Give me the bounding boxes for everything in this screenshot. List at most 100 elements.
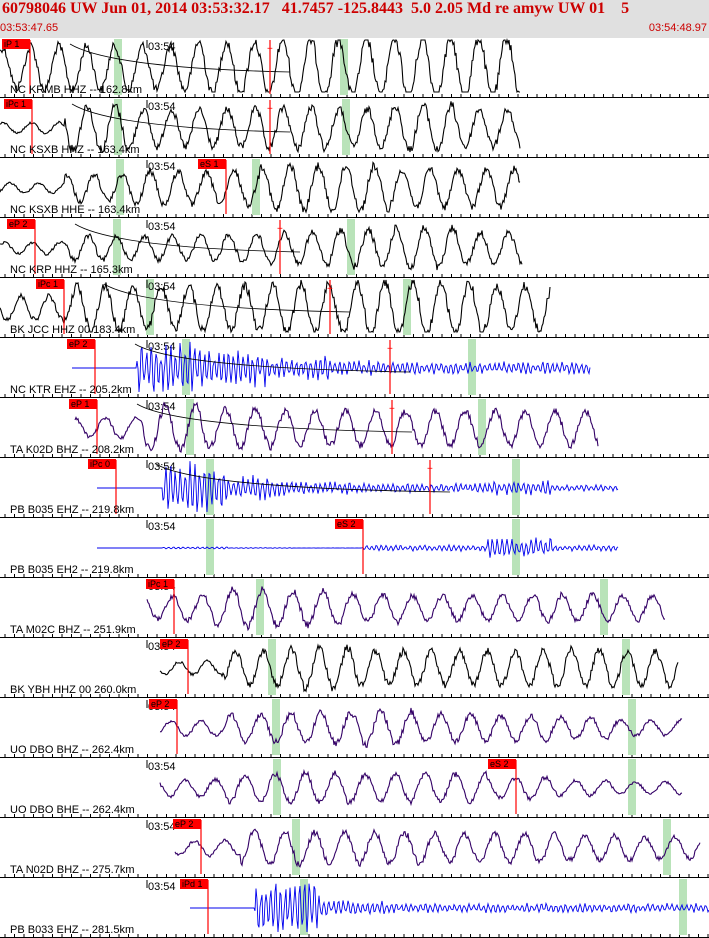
pick-plus-marker: + <box>277 224 283 235</box>
station-label: NC KSXB HHE -- 163.4km <box>10 204 140 216</box>
pick-label: eS 2 <box>490 759 509 769</box>
start-time: 03:53:47.65 <box>0 22 59 34</box>
window-band <box>663 819 671 875</box>
window-band <box>206 459 214 515</box>
station-label: TA M02C BHZ -- 251.9km <box>10 624 136 636</box>
pick-flag <box>160 639 188 649</box>
station-label: NC KRMB HHZ -- 162.8km <box>10 84 142 96</box>
window-band <box>468 339 476 395</box>
pick-plus-marker: + <box>427 464 433 475</box>
fit-curve <box>71 103 291 133</box>
window-band <box>622 639 630 695</box>
window-band <box>347 219 355 275</box>
window-band <box>272 699 280 755</box>
pick-flag <box>67 339 95 349</box>
pick-flag <box>36 279 64 289</box>
window-band <box>512 459 520 515</box>
pick-flag <box>173 819 201 829</box>
station-label: TA K02D BHZ -- 208.2km <box>10 444 134 456</box>
event-title: 60798046 UW Jun 01, 2014 03:53:32.17 41.… <box>2 0 630 17</box>
station-label: NC KTR EHZ -- 205.2km <box>10 384 132 396</box>
waveform <box>74 401 599 453</box>
window-band <box>628 759 636 815</box>
minute-label: 03:54 <box>148 761 176 773</box>
pick-plus-marker: + <box>267 104 273 115</box>
window-band <box>113 219 121 275</box>
waveform <box>174 828 701 868</box>
header-bar: 60798046 UW Jun 01, 2014 03:53:32.17 41.… <box>0 0 709 38</box>
pick-label: eP 2 <box>175 819 193 829</box>
station-label: PB B033 EHZ -- 281.5km <box>10 924 134 936</box>
window-band <box>256 579 264 635</box>
pick-label: eS 1 <box>200 159 219 169</box>
fit-curve <box>103 283 351 313</box>
station-label: PB B035 EH2 -- 219.8km <box>10 564 134 576</box>
pick-label: iPc 1 <box>148 579 168 589</box>
fit-curve <box>74 223 301 253</box>
waveform <box>72 341 591 393</box>
pick-plus-marker: + <box>387 344 393 355</box>
window-band <box>300 879 308 935</box>
waveform <box>190 883 709 933</box>
waveform <box>159 768 683 807</box>
window-band <box>600 579 608 635</box>
window-band <box>340 39 348 95</box>
waveform <box>97 461 619 513</box>
trace-row: 03:54 iPc 1 + NC KSXB HHZ -- 163.4km <box>0 99 709 158</box>
window-band <box>146 279 154 335</box>
station-label: UO DBO BHZ -- 262.4km <box>10 744 134 756</box>
minute-label: 03:54 <box>148 401 176 413</box>
waveform <box>159 643 679 693</box>
pick-flag <box>335 519 363 529</box>
fit-curve <box>69 43 291 73</box>
pick-flag <box>488 759 516 769</box>
waveform <box>159 707 683 748</box>
seismogram-plot: 03:54 iP 1 + NC KRMB HHZ -- 162.8km 03:54 iPc… <box>0 38 709 938</box>
window-band <box>268 639 276 695</box>
waveform <box>0 38 520 94</box>
trace-row: 03:54 eS 2 PB B035 EH2 -- 219.8km <box>0 519 709 578</box>
station-label: UO DBO BHE -- 262.4km <box>10 804 135 816</box>
minute-label: 03:54 <box>148 281 176 293</box>
pick-label: iPc 1 <box>38 279 58 289</box>
trace-row: 03:54 eS 1 NC KSXB HHE -- 163.4km <box>0 159 709 218</box>
fit-curve <box>134 343 411 373</box>
pick-label: eS 2 <box>337 519 356 529</box>
station-label: BK JCC HHZ 00 183.4km <box>10 324 135 336</box>
window-band <box>114 39 122 95</box>
pick-flag <box>7 219 35 229</box>
pick-flag <box>146 579 174 589</box>
minute-label: 03:54 <box>148 221 176 233</box>
fit-curve <box>155 463 451 493</box>
trace-row: 03:54 eP 2 + NC KRP HHZ -- 165.3km <box>0 219 709 278</box>
minute-label: 03:54 <box>148 521 176 533</box>
waveform <box>0 101 521 154</box>
window-band <box>273 759 281 815</box>
waveform <box>146 586 665 632</box>
pick-label: iPc 1 <box>6 99 26 109</box>
minute-label: 03:54 <box>148 341 176 353</box>
trace-row: 03:54 eP 2 TA N02D BHZ -- 275.7km <box>0 819 709 878</box>
end-time: 03:54:48.97 <box>648 22 707 34</box>
pick-flag <box>4 99 32 109</box>
minute-label: 03:54 <box>148 881 176 893</box>
pick-label: eP 2 <box>162 639 180 649</box>
pick-label: iPc 0 <box>90 459 110 469</box>
pick-flag <box>2 39 30 49</box>
pick-plus-marker: + <box>267 44 273 55</box>
pick-flag <box>149 699 177 709</box>
station-label: TA N02D BHZ -- 275.7km <box>10 864 135 876</box>
window-band <box>114 99 122 155</box>
pick-flag <box>198 159 226 169</box>
pick-flag <box>88 459 116 469</box>
pick-plus-marker: + <box>389 404 395 415</box>
waveform <box>0 224 523 271</box>
trace-row: 03:54 eP 1 + TA K02D BHZ -- 208.2km <box>0 399 709 458</box>
station-label: NC KSXB HHZ -- 163.4km <box>10 144 140 156</box>
trace-row: 03:54 eP 2 + NC KTR EHZ -- 205.2km <box>0 339 709 398</box>
window-band <box>292 819 300 875</box>
window-band <box>206 519 214 575</box>
